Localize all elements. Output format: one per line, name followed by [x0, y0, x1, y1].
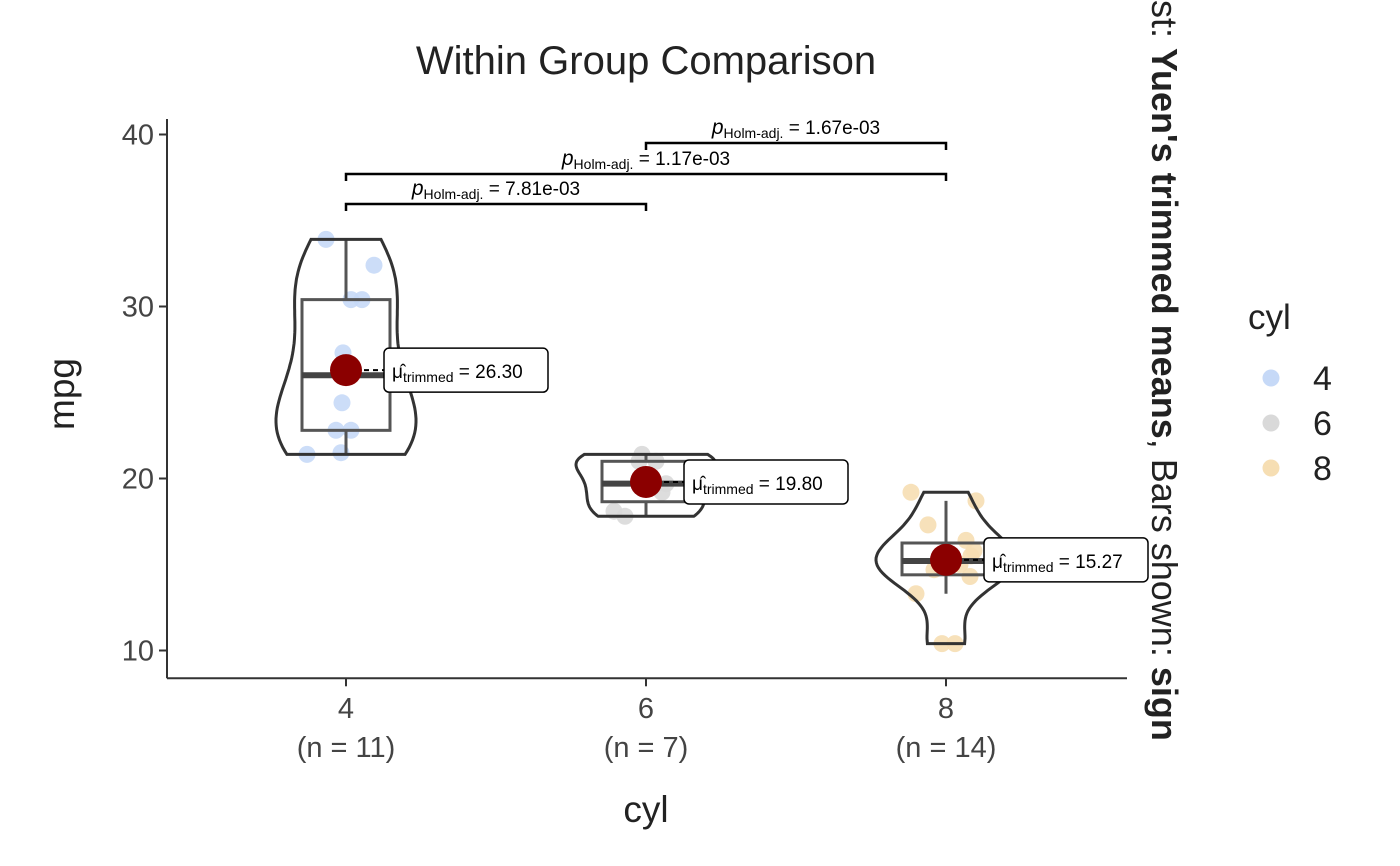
x-axis-title: cyl [623, 789, 668, 830]
p-subscript: Holm-adj. [724, 125, 784, 141]
p-value-label: pHolm-adj. = 1.17e-03 [561, 147, 730, 172]
mean-value: 15.27 [1075, 552, 1123, 573]
subtitle-middle: , Bars shown: [1144, 439, 1185, 667]
p-equals: = [633, 149, 655, 170]
test-subtitle: st: Yuen's trimmed means, Bars shown: si… [1144, 0, 1185, 741]
y-axis-title: mpg [41, 358, 82, 430]
mean-label-box [983, 537, 1149, 583]
p-subscript: Holm-adj. [424, 186, 484, 202]
y-tick-label: 30 [122, 292, 154, 324]
p-equals: = [483, 179, 505, 200]
x-tick-count: (n = 11) [297, 732, 396, 764]
plot-area: 10 20 30 40 4 (n = 11) 6 (n = 7) 8 (n = 14) μ̂trim… [122, 116, 1149, 764]
mean-equals: = [754, 474, 776, 495]
mean-subscript: trimmed [403, 369, 454, 385]
x-tick-label: 6 [638, 693, 654, 725]
p-value-label: pHolm-adj. = 7.81e-03 [411, 177, 580, 202]
x-tick-count: (n = 14) [896, 732, 997, 764]
x-tick-count: (n = 7) [604, 732, 689, 764]
p-symbol: p [711, 116, 724, 139]
data-point [919, 516, 937, 534]
trimmed-mean-point [930, 543, 962, 576]
mean-equals: = [454, 362, 476, 383]
mean-label: μ̂trimmed = 26.30 [392, 362, 523, 385]
significance-bracket [644, 141, 948, 150]
p-symbol: p [411, 177, 424, 200]
data-point [961, 568, 979, 585]
legend-label: 8 [1313, 450, 1332, 488]
trimmed-mean-point [630, 465, 662, 498]
subtitle-bold-bars: sign [1144, 667, 1185, 741]
mean-value: 19.80 [775, 474, 823, 495]
x-tick-label: 4 [338, 693, 354, 725]
x-tick-label: 8 [938, 693, 954, 725]
p-equals: = [783, 118, 805, 139]
legend-key [1262, 414, 1280, 432]
mean-subscript: trimmed [703, 481, 754, 497]
data-point [965, 542, 983, 560]
legend: cyl 4 6 8 [1248, 298, 1332, 488]
data-point [365, 256, 383, 274]
chart-title: Within Group Comparison [416, 39, 876, 83]
p-value: 1.67e-03 [805, 118, 880, 139]
mean-label: μ̂trimmed = 15.27 [992, 552, 1123, 575]
p-symbol: p [561, 147, 574, 170]
significance-bracket [344, 172, 948, 181]
mean-equals: = [1054, 552, 1076, 573]
legend-key [1262, 459, 1280, 477]
data-point [902, 483, 920, 501]
mean-label-box [683, 459, 849, 505]
legend-title: cyl [1248, 298, 1291, 337]
legend-key [1262, 369, 1280, 387]
p-subscript: Holm-adj. [574, 156, 634, 172]
mean-subscript: trimmed [1003, 559, 1054, 575]
subtitle-bold-test: Yuen's trimmed means [1144, 48, 1185, 439]
legend-label: 4 [1313, 360, 1332, 398]
y-tick-label: 10 [122, 636, 154, 668]
subtitle-prefix: st: [1144, 0, 1185, 48]
trimmed-mean-point [330, 354, 362, 387]
p-value: 1.17e-03 [655, 149, 730, 170]
y-tick-label: 20 [122, 464, 154, 496]
data-point [333, 394, 351, 412]
y-tick-label: 40 [122, 120, 154, 152]
p-value: 7.81e-03 [505, 179, 580, 200]
legend-label: 6 [1313, 405, 1332, 443]
mean-label-box [383, 347, 549, 393]
significance-bracket [344, 202, 648, 211]
violin-outline [874, 490, 1018, 646]
p-value-label: pHolm-adj. = 1.67e-03 [711, 116, 880, 141]
mean-value: 26.30 [475, 362, 523, 383]
